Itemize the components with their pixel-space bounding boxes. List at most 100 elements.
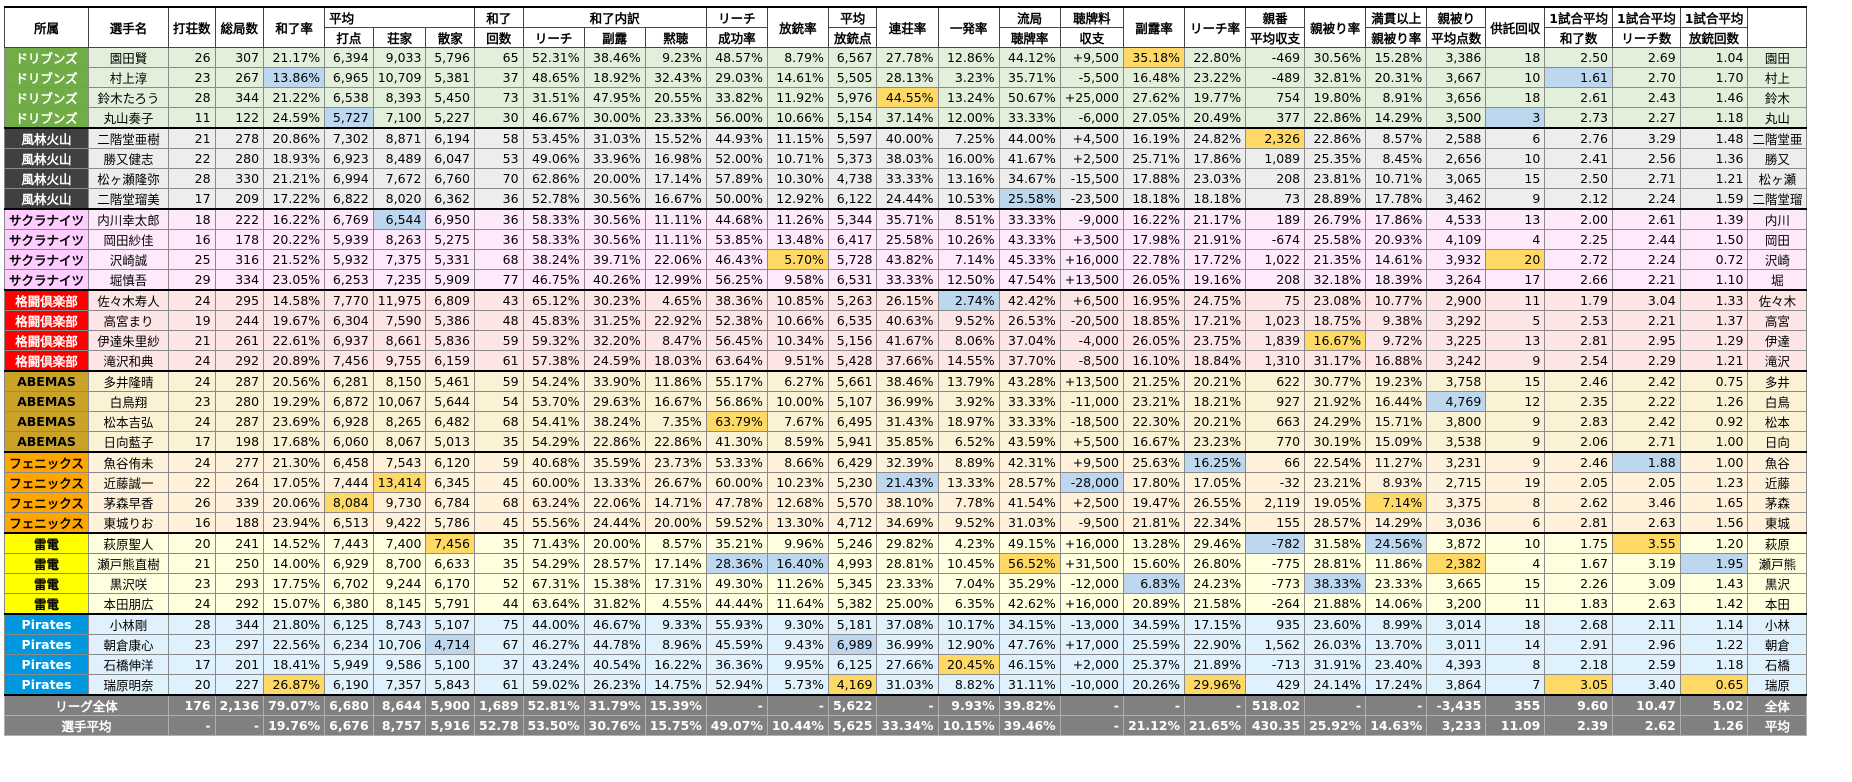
stat-cell: 7.14%	[1365, 492, 1428, 513]
stat-cell: 14.58%	[263, 289, 326, 311]
stat-cell: 29.46%	[1184, 532, 1247, 554]
stat-cell: 18	[1485, 47, 1546, 68]
stat-cell: 2.71	[1612, 168, 1681, 189]
stat-cell: 5,836	[425, 330, 475, 351]
stat-cell: 43.33%	[998, 229, 1061, 250]
totals-cell: 5,900	[425, 694, 475, 716]
stat-cell: 770	[1245, 431, 1306, 453]
stat-cell: 33.33%	[998, 208, 1061, 230]
short-name: 伊達	[1747, 330, 1808, 351]
stat-cell: 3.04	[1612, 289, 1681, 311]
stat-cell: 6,482	[425, 411, 475, 432]
stat-cell: 2.70	[1612, 67, 1681, 88]
stat-cell: 3,200	[1426, 593, 1487, 615]
stat-cell: 18.03%	[644, 350, 707, 372]
stat-cell: 935	[1245, 613, 1306, 635]
totals-cell: 1.26	[1679, 715, 1749, 736]
stat-cell: 5,373	[827, 148, 878, 169]
stat-cell: 36	[474, 208, 524, 230]
stat-cell: 10.00%	[766, 391, 829, 412]
stat-cell: 4.55%	[644, 593, 707, 615]
totals-cell: 2,136	[214, 694, 265, 716]
stat-cell: 6,567	[827, 47, 878, 68]
stat-cell: 46.75%	[522, 269, 585, 291]
stat-cell: 37.04%	[998, 330, 1061, 351]
stat-cell: 7,444	[324, 472, 374, 493]
stat-cell: 19.05%	[1304, 492, 1367, 513]
stat-cell: 32.81%	[1304, 67, 1367, 88]
totals-cell: 5,916	[425, 715, 475, 736]
stat-cell: 16.10%	[1122, 350, 1186, 372]
stat-cell: 13.30%	[766, 512, 829, 534]
totals-cell: 15.39%	[644, 694, 707, 716]
totals-cell: 21.65%	[1184, 715, 1247, 736]
stat-cell: 23.21%	[1122, 391, 1186, 412]
stat-cell: 927	[1245, 391, 1306, 412]
stat-cell: 56.52%	[998, 553, 1061, 574]
stat-cell: 5,345	[827, 573, 878, 594]
stat-cell: 16.22%	[644, 654, 707, 675]
stat-cell: 6,429	[827, 451, 878, 473]
stat-cell: 67	[474, 634, 524, 655]
stat-cell: 26.03%	[1304, 634, 1367, 655]
player-name: 魚谷侑未	[88, 451, 170, 473]
stat-cell: 7.14%	[937, 249, 1000, 270]
stat-cell: 8.91%	[1365, 87, 1428, 108]
stat-cell: 24	[168, 289, 216, 311]
totals-cell: 9.93%	[937, 694, 1000, 716]
stat-cell: 28.36%	[705, 553, 768, 574]
short-name: 白鳥	[1747, 391, 1808, 412]
stat-cell: 44.78%	[583, 634, 646, 655]
stat-cell: 4,393	[1426, 654, 1487, 675]
stat-cell: -773	[1245, 573, 1306, 594]
stat-cell: 15.71%	[1365, 411, 1428, 432]
stat-cell: 70	[474, 168, 524, 189]
short-name: 佐々木	[1747, 289, 1808, 311]
stat-cell: 16.67%	[1122, 431, 1186, 453]
stat-cell: 8.47%	[644, 330, 707, 351]
stat-cell: 24.44%	[583, 512, 646, 534]
stat-cell: 28	[168, 613, 216, 635]
stat-cell: 5,382	[827, 593, 878, 615]
stat-cell: 1,562	[1245, 634, 1306, 655]
stat-cell: 33.33%	[998, 391, 1061, 412]
header-points: 打点	[324, 27, 374, 48]
stat-cell: 16.98%	[644, 148, 707, 169]
stat-cell: 20.31%	[1365, 67, 1428, 88]
totals-label: リーグ全体	[3, 694, 170, 716]
player-name: 石橋伸洋	[88, 654, 170, 675]
stat-cell: 5,796	[425, 47, 475, 68]
stat-cell: 1.83	[1544, 593, 1613, 615]
stat-cell: 8.57%	[1365, 127, 1428, 149]
header-games: 打荘数	[168, 6, 216, 48]
stat-cell: 23.05%	[263, 269, 326, 291]
stat-cell: 21.52%	[263, 249, 326, 270]
stat-cell: 49.30%	[705, 573, 768, 594]
stat-cell: 6,060	[324, 431, 374, 453]
stat-cell: 30.19%	[1304, 431, 1367, 453]
stat-cell: 2,656	[1426, 148, 1487, 169]
table-row: フェニックス 魚谷侑未 24 277 21.30% 6,458 7,543 6,120 59 40…	[3, 451, 1808, 473]
stat-cell: 21.91%	[1184, 229, 1247, 250]
stat-cell: 24.29%	[1304, 411, 1367, 432]
stat-cell: 31.03%	[583, 127, 646, 149]
stat-cell: 44.55%	[876, 87, 939, 108]
stat-cell: 63.64%	[705, 350, 768, 372]
stat-cell: 10.66%	[766, 107, 829, 129]
header-riichi-win: リーチ	[522, 27, 585, 48]
header-tenpai-fee: 聴牌料	[1059, 6, 1124, 28]
team-cell: 雷電	[3, 532, 90, 554]
stat-cell: 66	[1245, 451, 1306, 473]
stat-cell: 10.34%	[766, 330, 829, 351]
stat-cell: 35.85%	[876, 431, 939, 453]
stat-cell: 295	[214, 289, 265, 311]
stat-cell: 9	[1485, 350, 1546, 372]
stat-cell: 10.23%	[766, 472, 829, 493]
stat-cell: 5.73%	[766, 674, 829, 696]
stat-cell: 377	[1245, 107, 1306, 129]
short-name: 滝沢	[1747, 350, 1808, 372]
team-cell: Pirates	[3, 654, 90, 675]
stat-cell: 15	[1485, 370, 1546, 392]
stat-cell: 40.68%	[522, 451, 585, 473]
short-name: 朝倉	[1747, 634, 1808, 655]
